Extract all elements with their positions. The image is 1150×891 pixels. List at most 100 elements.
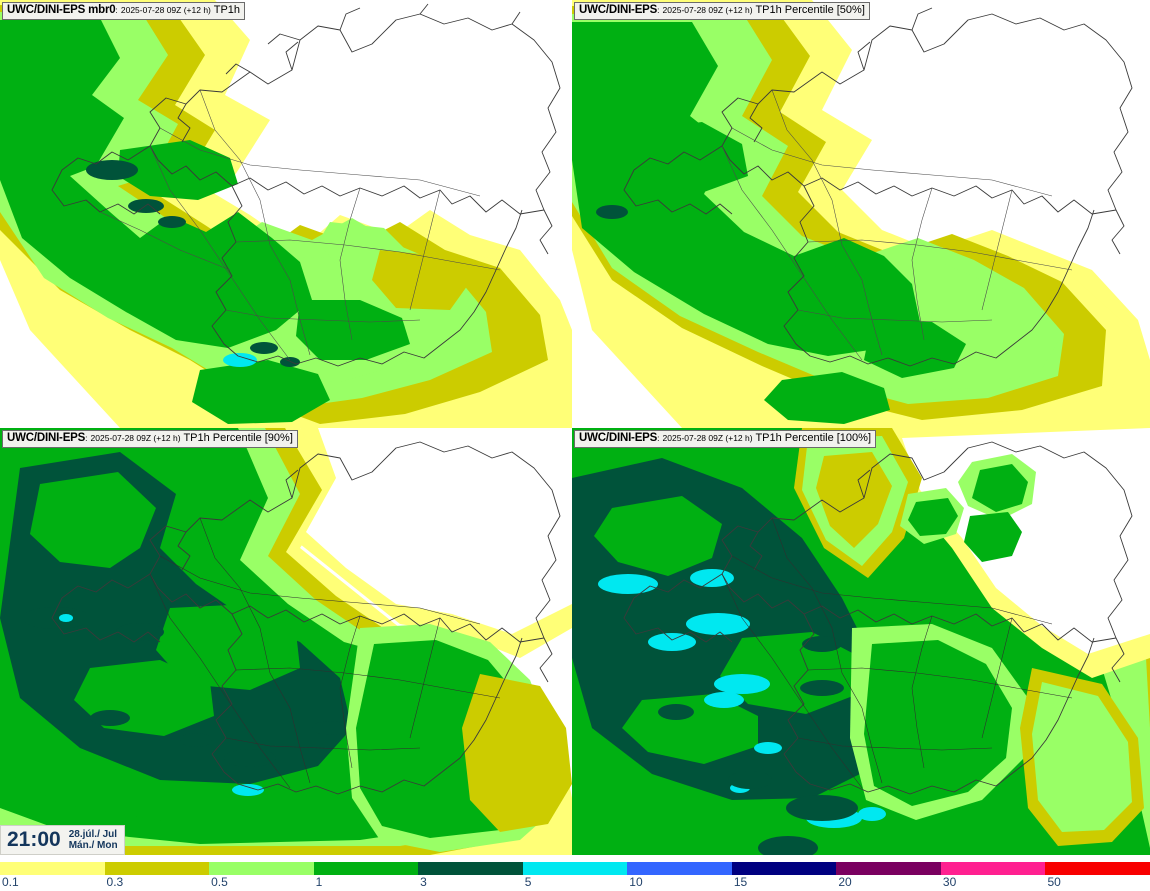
map-panel-p90[interactable]: UWC/DINI-EPS: 2025-07-28 09Z (+12 h) TP1… [0,428,572,855]
colorbar-tick-20: 20 [838,875,852,889]
contour-1mm-se [296,300,410,360]
contour-1mm-b [632,122,748,192]
panel-run-stamp: 2025-07-28 09Z (+12 h) [120,5,211,15]
coastline-layer [51,3,561,367]
contour-5mm-d [648,633,696,651]
colorbar-tick-10: 10 [629,875,643,889]
contour-3mm-f [728,771,772,789]
panel-separator: : [115,5,118,15]
colorbar-tick-30: 30 [942,875,957,889]
contour-1mm-se [864,640,1012,806]
colorbar-tick-5: 5 [524,875,532,889]
panel-title-p50: UWC/DINI-EPS: 2025-07-28 09Z (+12 h) TP1… [574,2,870,20]
panel-run-stamp: 2025-07-28 09Z (+12 h) [90,433,181,443]
colorbar-segment-3 [418,862,523,875]
map-panel-p100[interactable]: UWC/DINI-EPS: 2025-07-28 09Z (+12 h) TP1… [572,428,1150,855]
contour-5mm-b [59,614,73,622]
contour-3mm-c [116,623,164,641]
interior-boundaries [721,517,1073,789]
contour-3mm-h [758,836,818,855]
contour-1mm-hole-a [594,496,722,576]
panel-separator: : [657,433,660,443]
contour-3mm-b [658,704,694,720]
contour-1mm-hole-a [30,472,156,568]
contour-1mm-ne-isle [972,464,1028,512]
colorbar-tick-0.3: 0.3 [106,875,124,889]
contour-5mm-g [754,742,782,754]
panel-model-label: UWC/DINI-EPS [7,432,86,444]
contour-3mm-c [800,680,844,696]
contour-3mm-d [250,342,278,354]
contour-3mm-d [224,749,276,767]
map-canvas-p100 [572,428,1150,855]
contour-3mm-c [158,216,186,228]
time-label: 21:00 [7,828,61,851]
contour-3mm-b [128,199,164,213]
contour-5mm-b [690,569,734,587]
map-canvas-p50 [572,0,1150,428]
colorbar[interactable] [0,862,1150,875]
time-badge: 21:00 28.júl./ Jul Mán./ Mon [0,825,125,855]
contour-3mm-f [312,721,348,735]
panel-parameter-label: TP1h [213,4,241,16]
contour-5mm [223,353,257,367]
colorbar-tick-0.1: 0.1 [2,875,19,889]
panel-title-p100: UWC/DINI-EPS: 2025-07-28 09Z (+12 h) TP1… [574,430,877,448]
panel-parameter-label: TP1h Percentile [100%] [755,432,872,444]
contour-3mm-j [802,636,842,652]
contour-5mm-i [858,807,886,821]
contour-0.5mm-e [1032,682,1132,832]
contour-1mm-hole-b [156,604,300,690]
coastline-layer [623,7,1133,367]
contour-0.3mm-e [462,674,572,832]
contour-5mm-f [704,692,744,708]
panel-separator: : [657,5,660,15]
colorbar-segment-30 [940,862,1046,875]
date-line-2: Mán./ Mon [68,840,118,851]
colorbar-segment-0.3 [104,862,210,875]
panel-separator: : [85,433,88,443]
date-label: 28.júl./ Jul Mán./ Mon [69,829,118,851]
colorbar-segment-20 [836,862,941,875]
dry-area-ne [306,428,572,634]
contour-0.3mm-n2 [816,452,892,548]
contour-5mm-e [714,674,770,694]
colorbar-segment-0.5 [209,862,314,875]
contour-3mm-e [180,733,212,747]
interior-boundaries [99,89,501,361]
contour-3mm [86,160,138,180]
panel-model-label: UWC/DINI-EPS [579,432,658,444]
contour-0.3mm-c [372,250,470,310]
precip-map-p50 [572,0,1150,428]
contour-1mm-c [740,258,858,326]
panel-parameter-label: TP1h Percentile [90%] [183,432,293,444]
interior-boundaries [721,89,1073,361]
panel-grid: UWC/DINI-EPS mbr0: 2025-07-28 09Z (+12 h… [0,0,1150,855]
colorbar-tick-15: 15 [733,875,748,889]
contour-1mm-ne-isle2 [908,498,958,536]
colorbar-segment-1 [313,862,419,875]
colorbar-segment-10 [627,862,732,875]
precip-map-p90 [0,428,572,855]
contour-1mm-b [118,140,238,200]
colorbar-segment-50 [1045,862,1150,875]
colorbar-tick-0.5: 0.5 [211,875,228,889]
contour-1mm-se [864,320,966,378]
colorbar-tick-3: 3 [420,875,427,889]
panel-model-label: UWC/DINI-EPS mbr0 [7,4,116,16]
panel-parameter-label: TP1h Percentile [50%] [755,4,865,16]
interior-boundaries [149,517,501,789]
contour-1mm-ne-isle3 [964,512,1022,562]
map-panel-p50[interactable]: UWC/DINI-EPS: 2025-07-28 09Z (+12 h) TP1… [572,0,1150,428]
contour-3mm-g [90,710,130,726]
panel-model-label: UWC/DINI-EPS [579,4,658,16]
contour-5mm [232,784,264,796]
colorbar-area: 0.1 0.3 0.5 1 3 5 10 15 20 30 50 [0,855,1150,891]
contour-1mm-s [192,360,330,424]
contour-1mm-nw [594,34,690,104]
map-panel-mbr0[interactable]: UWC/DINI-EPS mbr0: 2025-07-28 09Z (+12 h… [0,0,572,428]
colorbar-tick-labels: 0.1 0.3 0.5 1 3 5 10 15 20 30 50 [0,875,1150,891]
contour-1mm-s [764,372,890,424]
contour-3mm-b [22,607,90,629]
panel-run-stamp: 2025-07-28 09Z (+12 h) [662,433,753,443]
